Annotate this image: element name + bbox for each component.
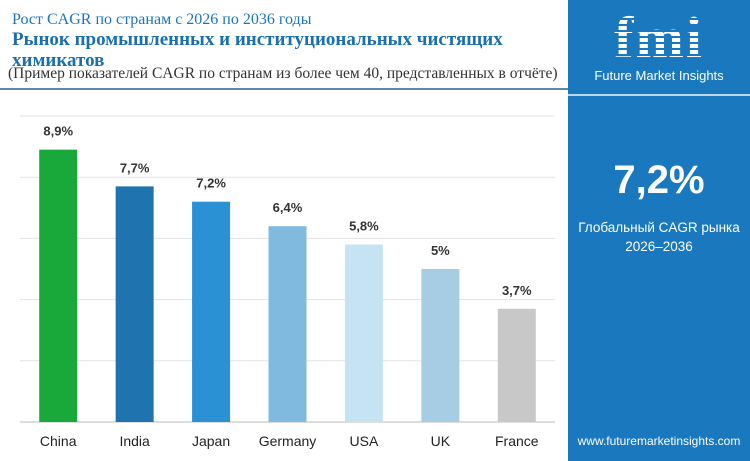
chart-subtitle: Рост CAGR по странам с 2026 по 2036 годы xyxy=(12,11,312,28)
bar-chart: 8,9% China 7,7% India 7,2% Japan 6,4% Germany 5,… xyxy=(20,115,555,449)
global-cagr-period: 2026–2036 xyxy=(625,239,693,254)
header-divider xyxy=(0,88,568,90)
logo-mark: fmi xyxy=(568,8,750,68)
chart-title: Рынок промышленных и институциональных ч… xyxy=(12,29,503,71)
bar-usa xyxy=(344,244,383,422)
fmi-logo: fmi Future Market Insights xyxy=(568,8,750,84)
data-label: 3,7% xyxy=(502,283,532,298)
data-label: 6,4% xyxy=(273,200,303,215)
x-tick-label: USA xyxy=(350,433,379,449)
bar-uk xyxy=(421,269,460,422)
chart-note: (Пример показателей CAGR по странам из б… xyxy=(8,65,558,82)
bar-france xyxy=(497,308,536,422)
data-label: 7,7% xyxy=(120,160,150,175)
bar-china xyxy=(39,149,78,422)
data-label: 8,9% xyxy=(43,124,73,139)
bar-germany xyxy=(268,226,307,422)
data-label: 5,8% xyxy=(349,219,379,234)
website-url: www.futuremarketinsights.com xyxy=(577,434,741,448)
global-cagr-label-line1: Глобальный CAGR рынка xyxy=(578,220,740,235)
data-label: 5% xyxy=(431,243,450,258)
x-tick-label: France xyxy=(495,433,539,449)
x-tick-label: Germany xyxy=(259,433,317,449)
side-panel: fmi Future Market Insights 7,2% Глобальн… xyxy=(568,0,750,461)
x-tick-label: China xyxy=(40,433,77,449)
panel-divider xyxy=(568,94,750,96)
global-cagr-label: Глобальный CAGR рынка 2026–2036 xyxy=(568,218,750,256)
logo-brand-name: Future Market Insights xyxy=(594,68,724,83)
global-cagr-value: 7,2% xyxy=(613,158,705,202)
x-tick-label: Japan xyxy=(192,433,230,449)
data-label: 7,2% xyxy=(196,176,226,191)
bar-japan xyxy=(192,201,231,422)
x-tick-label: UK xyxy=(431,433,451,449)
bar-india xyxy=(115,186,154,422)
x-tick-label: India xyxy=(119,433,150,449)
